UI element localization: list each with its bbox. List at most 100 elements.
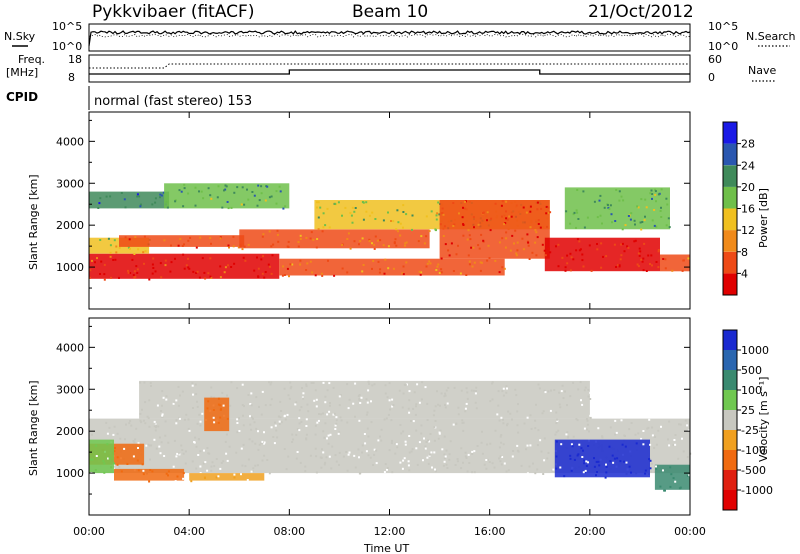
power-speckle	[227, 207, 230, 210]
power-speckle	[660, 206, 662, 209]
power-speckle	[379, 239, 382, 242]
velocity-speckle	[556, 420, 559, 422]
velocity-speckle	[270, 381, 273, 384]
velocity-speckle	[657, 429, 660, 432]
power-speckle	[181, 244, 184, 247]
velocity-speckle	[543, 389, 546, 392]
velocity-speckle	[448, 453, 451, 456]
power-speckle	[221, 206, 224, 209]
power-speckle	[521, 237, 524, 240]
power-speckle	[583, 226, 586, 229]
velocity-y-tick-label: 4000	[56, 341, 84, 354]
velocity-speckle	[529, 414, 532, 417]
power-speckle	[182, 205, 185, 208]
nsearch-line	[89, 33, 691, 38]
velocity-speckle	[621, 443, 624, 446]
velocity-speckle	[642, 430, 645, 432]
velocity-speckle	[158, 436, 161, 439]
power-speckle	[440, 271, 443, 274]
power-speckle	[479, 269, 482, 272]
power-speckle	[317, 201, 320, 204]
power-speckle	[349, 211, 352, 214]
velocity-speckle	[413, 391, 416, 394]
power-speckle	[365, 201, 368, 204]
power-speckle	[575, 226, 577, 229]
velocity-speckle	[586, 428, 589, 431]
velocity-speckle	[274, 421, 276, 424]
power-speckle	[136, 268, 139, 271]
velocity-speckle	[217, 403, 220, 406]
power-speckle	[660, 216, 663, 218]
power-speckle	[306, 262, 309, 265]
velocity-speckle	[338, 451, 341, 454]
velocity-speckle	[401, 406, 404, 409]
power-speckle	[154, 201, 157, 204]
power-speckle	[435, 269, 438, 271]
power-speckle	[527, 244, 530, 247]
power-speckle	[210, 242, 212, 245]
velocity-speckle	[452, 423, 455, 426]
velocity-speckle	[226, 417, 229, 420]
velocity-speckle	[485, 459, 488, 461]
velocity-colorbar-swatch	[723, 370, 737, 390]
power-speckle	[118, 246, 121, 249]
velocity-speckle	[528, 465, 531, 468]
velocity-speckle	[547, 451, 550, 454]
power-speckle	[543, 249, 546, 252]
velocity-speckle	[612, 461, 615, 464]
power-speckle	[299, 259, 302, 262]
velocity-speckle	[153, 425, 156, 428]
velocity-speckle	[436, 390, 438, 393]
velocity-colorbar-swatch	[723, 350, 737, 370]
power-speckle	[187, 266, 190, 269]
velocity-speckle	[534, 472, 537, 475]
power-speckle	[634, 223, 636, 226]
velocity-speckle	[198, 413, 201, 416]
power-speckle	[596, 216, 599, 219]
velocity-speckle	[201, 412, 204, 415]
power-speckle	[209, 194, 212, 197]
velocity-speckle	[460, 389, 463, 392]
velocity-speckle	[272, 436, 275, 438]
velocity-y-tick-label: 1000	[56, 467, 84, 480]
power-speckle	[586, 216, 589, 219]
velocity-speckle	[402, 392, 405, 395]
velocity-speckle	[229, 404, 232, 407]
power-speckle	[230, 266, 233, 268]
power-y-tick-label: 3000	[56, 177, 84, 190]
velocity-speckle	[681, 437, 683, 440]
power-speckle	[444, 243, 447, 246]
power-speckle	[468, 234, 471, 237]
velocity-speckle	[190, 480, 193, 483]
velocity-speckle	[648, 418, 651, 421]
power-speckle	[535, 231, 538, 234]
velocity-speckle	[357, 448, 360, 451]
velocity-speckle	[108, 457, 111, 460]
velocity-speckle	[558, 403, 561, 406]
power-colorbar-tick-label: 28	[741, 138, 755, 151]
velocity-speckle	[177, 385, 180, 388]
power-speckle	[494, 202, 497, 205]
power-speckle	[286, 267, 289, 270]
velocity-speckle	[466, 391, 469, 394]
power-speckle	[488, 257, 491, 259]
power-speckle	[305, 269, 308, 271]
velocity-speckle	[314, 389, 317, 392]
velocity-speckle	[465, 387, 468, 390]
velocity-speckle	[116, 463, 119, 466]
velocity-speckle	[230, 381, 233, 384]
velocity-speckle	[236, 387, 239, 390]
velocity-speckle	[295, 401, 298, 404]
velocity-speckle	[177, 452, 180, 455]
velocity-speckle	[328, 382, 331, 385]
velocity-speckle	[298, 429, 301, 432]
velocity-speckle	[106, 432, 109, 435]
velocity-speckle	[649, 443, 652, 446]
power-speckle	[344, 206, 347, 209]
velocity-speckle	[366, 401, 369, 404]
velocity-speckle	[90, 458, 92, 461]
power-speckle	[350, 214, 353, 217]
power-cell	[89, 253, 280, 279]
power-speckle	[166, 206, 169, 209]
